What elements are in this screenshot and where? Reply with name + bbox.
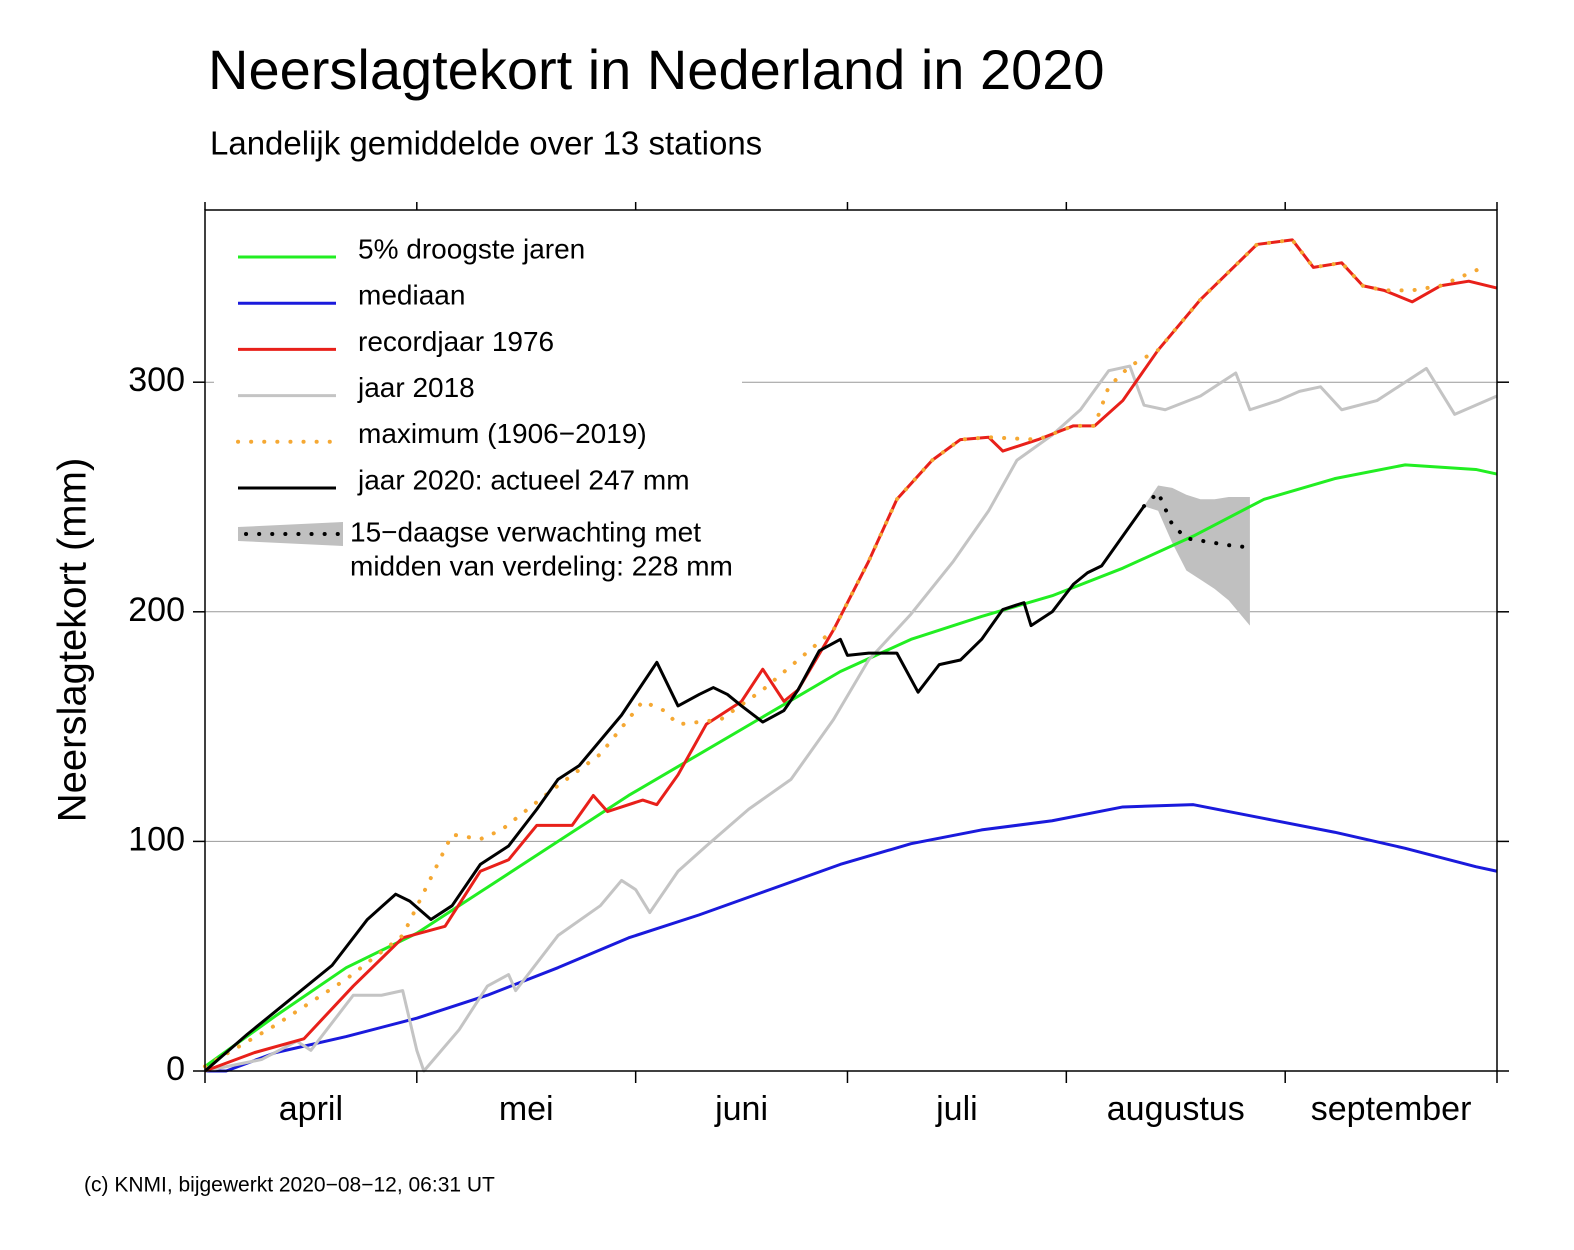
legend-label: jaar 2018 (357, 372, 475, 403)
x-tick-label: mei (499, 1090, 554, 1128)
series-line (204, 463, 1498, 1068)
x-tick-label: augustus (1107, 1090, 1245, 1128)
y-tick-label: 100 (128, 820, 185, 858)
x-tick-label: april (279, 1090, 343, 1128)
legend-label: 15−daagse verwachting met (350, 516, 701, 547)
series-line (204, 505, 1146, 1073)
plot (203, 237, 1498, 1073)
legend-label: midden van verdeling: 228 mm (350, 550, 733, 581)
series-line (205, 803, 1498, 1073)
legend-swatch (238, 522, 343, 546)
axes: 0 100 200 300 april mei juni juli augustus septem… (128, 202, 1509, 1128)
x-tick-label: juli (935, 1090, 978, 1128)
y-tick-label: 300 (128, 361, 185, 399)
legend-label: mediaan (358, 280, 465, 311)
series-line (204, 364, 1498, 1073)
legend-label: jaar 2020: actueel 247 mm (357, 464, 690, 495)
x-tick-label: juni (714, 1090, 768, 1128)
series-line (204, 238, 1498, 1073)
legend: 5% droogste jaren mediaan recordjaar 1976 j… (214, 222, 742, 588)
y-tick-label: 0 (166, 1050, 185, 1088)
legend-label: recordjaar 1976 (358, 326, 554, 357)
series-line (203, 237, 1485, 1069)
legend-label: maximum (1906−2019) (358, 418, 647, 449)
forecast-median (1141, 488, 1252, 550)
legend-label: 5% droogste jaren (358, 233, 585, 264)
y-tick-label: 200 (128, 591, 185, 629)
x-tick-label: september (1311, 1090, 1472, 1128)
footer: (c) KNMI, bijgewerkt 2020−08−12, 06:31 U… (84, 1174, 495, 1197)
chart-title: Neerslagtekort in Nederland in 2020 (208, 38, 1105, 101)
plot-frame (204, 209, 1498, 1072)
y-axis-label: Neerslagtekort (mm) (51, 458, 95, 823)
chart-subtitle: Landelijk gemiddelde over 13 stations (210, 125, 762, 162)
